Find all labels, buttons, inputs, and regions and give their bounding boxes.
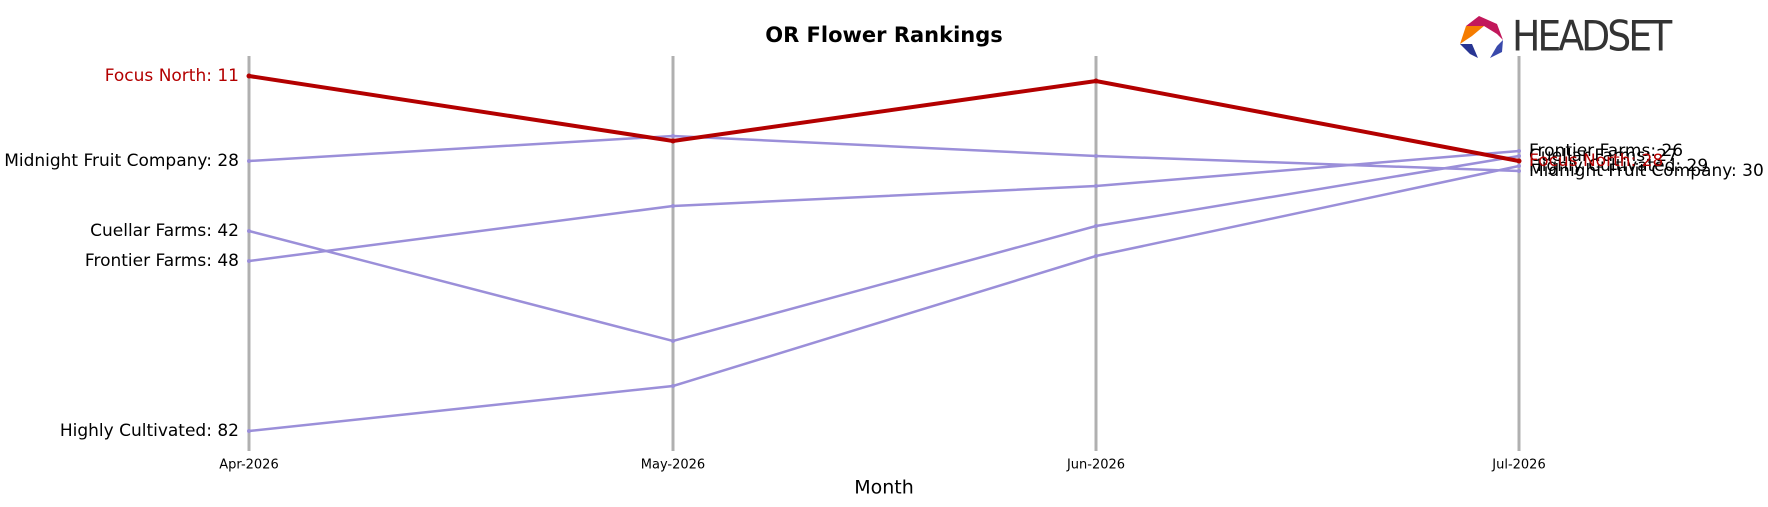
point (671, 204, 675, 208)
value-label: Midnight Fruit Company: 28 (4, 151, 239, 171)
series-line (248, 134, 1520, 173)
point (670, 138, 676, 144)
logo-mark (1490, 40, 1503, 58)
point (1094, 224, 1098, 228)
value-label: Highly Cultivated: 29 (1529, 156, 1708, 176)
value-label: Focus North: 11 (105, 66, 239, 86)
value-label: Frontier Farms: 48 (85, 251, 239, 271)
value-label: Highly Cultivated: 82 (60, 421, 239, 441)
point (1094, 184, 1098, 188)
value-label: Cuellar Farms: 27 (1529, 146, 1678, 166)
x-tick-label: Jul-2026 (1491, 458, 1545, 473)
series-line (248, 154, 1520, 343)
point (1517, 164, 1521, 168)
chart-title: OR Flower Rankings (765, 23, 1003, 47)
value-label: Midnight Fruit Company: 30 (1529, 161, 1764, 181)
point (247, 429, 251, 433)
logo-mark (1466, 16, 1503, 40)
series-line (248, 164, 1520, 433)
point (1093, 78, 1099, 84)
logo-mark (1460, 26, 1484, 44)
x-tick-label: May-2026 (641, 458, 705, 473)
series-line (248, 74, 1520, 163)
point (1516, 158, 1522, 164)
point (1517, 154, 1521, 158)
value-label: Cuellar Farms: 42 (90, 221, 239, 241)
logo: HEADSET (1460, 12, 1676, 61)
series-line (248, 149, 1520, 263)
x-tick-label: Jun-2026 (1066, 458, 1125, 473)
point (671, 339, 675, 343)
point (1094, 154, 1098, 158)
logo-mark (1460, 44, 1478, 58)
point (247, 229, 251, 233)
logo-text: HEADSET (1512, 12, 1673, 61)
point (1517, 169, 1521, 173)
point (1517, 149, 1521, 153)
x-tick-label: Apr-2026 (219, 458, 278, 473)
point (671, 134, 675, 138)
point (671, 384, 675, 388)
point (246, 73, 252, 79)
value-label: Focus North: 28 (1529, 151, 1663, 171)
point (247, 159, 251, 163)
point (1094, 254, 1098, 258)
x-axis-label: Month (854, 477, 914, 499)
value-label: Frontier Farms: 26 (1529, 141, 1683, 161)
point (247, 259, 251, 263)
